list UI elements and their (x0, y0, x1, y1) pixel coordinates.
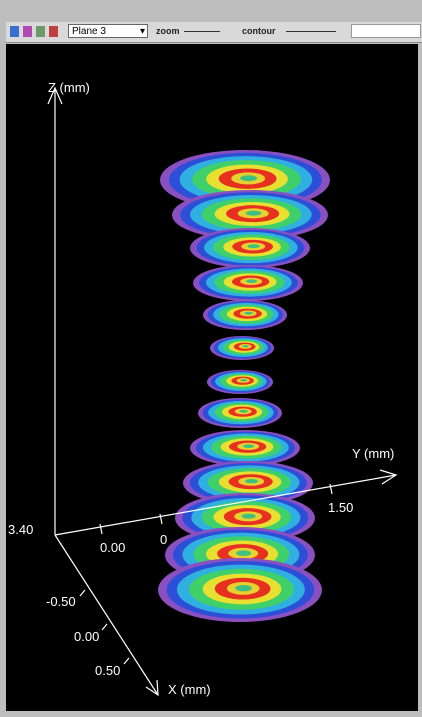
x-arrow (145, 679, 159, 697)
slice-ring (241, 513, 256, 519)
slice-ring (244, 311, 253, 315)
y-axis-label: Y (mm) (352, 446, 394, 461)
tool-icon[interactable] (23, 26, 32, 37)
y-arrow (379, 469, 398, 485)
viewport: Z (mm) Y (mm) X (mm) 3.40 0.00 0 1.50 -0… (6, 44, 418, 711)
z-axis-label: Z (mm) (48, 80, 90, 95)
axes (47, 86, 398, 697)
y-tick-label: 0 (160, 532, 167, 547)
toolbar: Plane 3 zoom contour (6, 22, 422, 43)
z-tick-label: 3.40 (8, 522, 33, 537)
zoom-slider[interactable] (184, 31, 220, 32)
slice-ring (235, 585, 252, 592)
x-tick-label: -0.50 (46, 594, 76, 609)
z-arrow (47, 86, 63, 105)
slice-ring (245, 210, 262, 216)
text-field[interactable] (351, 24, 421, 38)
plane-dropdown[interactable]: Plane 3 (68, 24, 148, 39)
x-axis-label: X (mm) (168, 682, 211, 697)
tick (123, 657, 130, 665)
tool-icon[interactable] (10, 26, 19, 37)
tool-icon[interactable] (36, 26, 45, 37)
x-tick-label: 0.50 (95, 663, 120, 678)
slice-ring (247, 244, 260, 249)
tool-icon[interactable] (49, 26, 58, 37)
y-axis (54, 474, 397, 536)
contour-label: contour (242, 26, 276, 36)
slice-ring (240, 379, 247, 382)
y-tick-label: 0.00 (100, 540, 125, 555)
x-axis (54, 534, 159, 696)
slice-ring (239, 409, 248, 413)
slice-ring (245, 479, 259, 484)
beam-slices (158, 150, 330, 622)
slice-ring (243, 444, 255, 449)
x-tick-label: 0.00 (74, 629, 99, 644)
slice-ring (236, 550, 252, 556)
tick (101, 623, 108, 631)
slice-ring (242, 345, 249, 348)
tick (99, 523, 103, 535)
slice-ring (240, 175, 258, 182)
contour-slider[interactable] (286, 31, 336, 32)
slice-ring (246, 279, 258, 283)
tick (329, 483, 333, 495)
zoom-label: zoom (156, 26, 180, 36)
tick (79, 589, 86, 597)
tick (159, 513, 163, 525)
y-tick-label: 1.50 (328, 500, 353, 515)
